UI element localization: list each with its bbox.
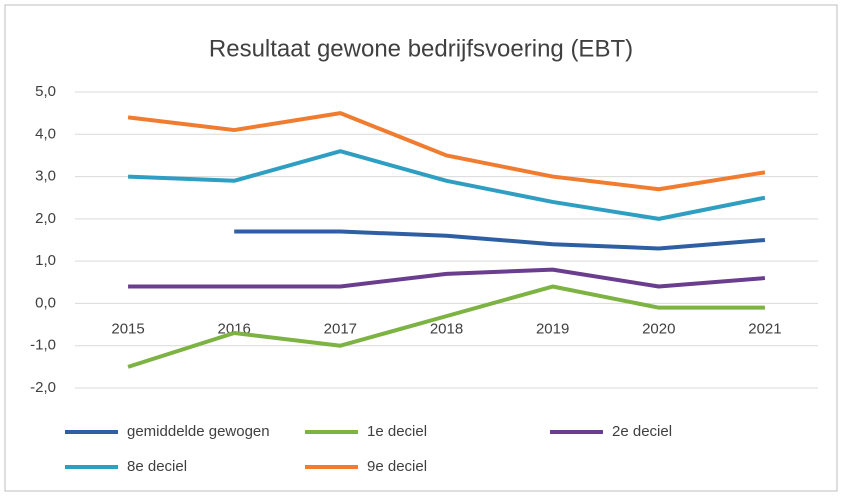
legend-label: 8e deciel xyxy=(127,458,187,475)
series-line xyxy=(127,149,766,221)
x-tick-label: 2021 xyxy=(748,320,781,337)
series-line xyxy=(127,111,766,192)
x-tick-label: 2015 xyxy=(111,320,144,337)
y-tick-label: 1,0 xyxy=(35,252,56,269)
series-line xyxy=(234,229,766,251)
chart-frame xyxy=(4,4,838,492)
y-tick-label: 0,0 xyxy=(35,294,56,311)
y-tick-label: 4,0 xyxy=(35,125,56,142)
legend-label: 1e deciel xyxy=(367,423,427,440)
series-line xyxy=(127,284,765,369)
y-tick-label: 2,0 xyxy=(35,210,56,227)
y-tick-label: 5,0 xyxy=(35,83,56,100)
y-tick-label: -2,0 xyxy=(30,379,56,396)
y-tick-label: 3,0 xyxy=(35,168,56,185)
x-tick-label: 2020 xyxy=(642,320,675,337)
chart-title: Resultaat gewone bedrijfsvoering (EBT) xyxy=(209,35,633,62)
y-tick-label: -1,0 xyxy=(30,337,56,354)
legend-label: 9e deciel xyxy=(367,458,427,475)
x-tick-label: 2017 xyxy=(324,320,357,337)
series-line xyxy=(128,267,766,289)
legend-label: 2e deciel xyxy=(612,423,672,440)
x-tick-label: 2018 xyxy=(430,320,463,337)
x-tick-label: 2019 xyxy=(536,320,569,337)
legend-label: gemiddelde gewogen xyxy=(127,423,270,440)
